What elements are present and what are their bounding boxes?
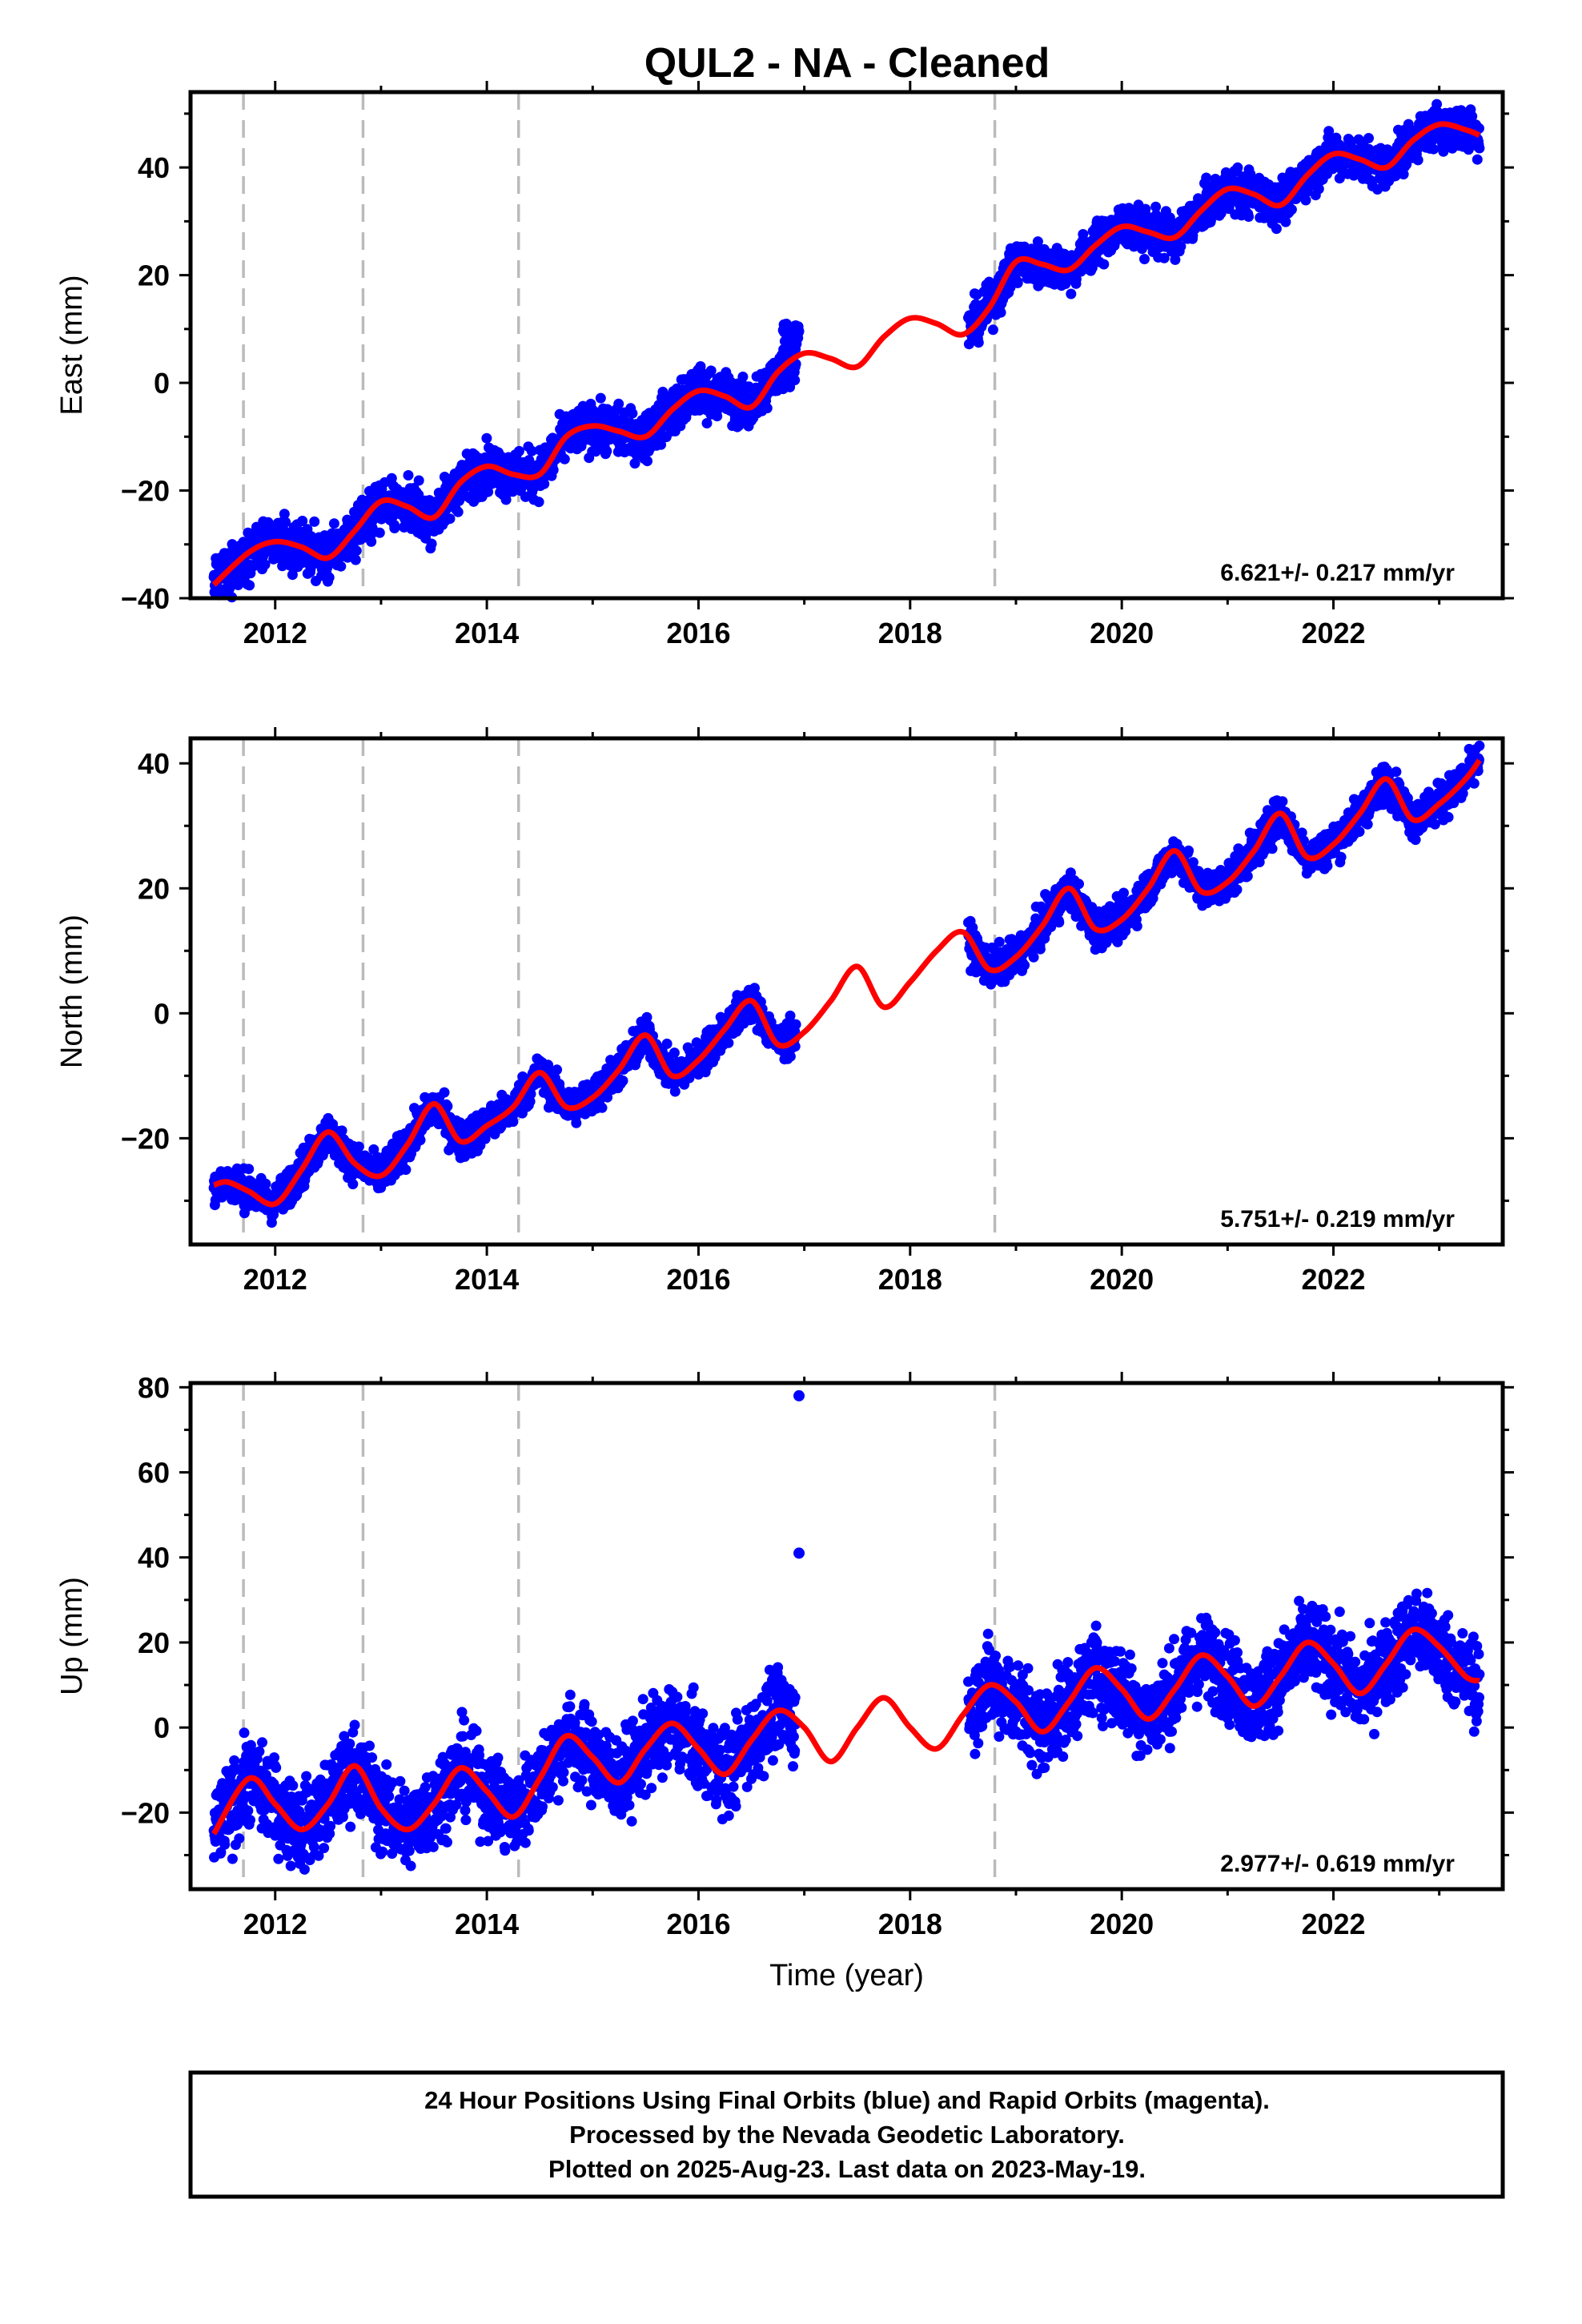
x-tick-label: 2016 [666, 617, 730, 649]
data-point [353, 1141, 364, 1152]
x-tick-label: 2022 [1301, 617, 1365, 649]
data-point [244, 580, 255, 591]
figure-title: QUL2 - NA - Cleaned [644, 40, 1050, 86]
data-point [386, 472, 397, 484]
y-tick-label: 20 [138, 259, 170, 292]
observation-points [208, 99, 1485, 603]
x-tick-label: 2020 [1090, 617, 1154, 649]
data-point [1313, 183, 1324, 195]
data-point [323, 572, 335, 583]
data-point [328, 518, 339, 529]
data-point [601, 445, 612, 456]
data-point [1286, 204, 1297, 215]
data-point [1012, 277, 1023, 288]
data-point [571, 1117, 582, 1128]
data-point [790, 1019, 801, 1030]
data-point [415, 1135, 426, 1146]
x-tick-label: 2012 [243, 617, 307, 649]
data-point [309, 516, 320, 527]
data-point [761, 403, 773, 414]
data-point [642, 456, 652, 467]
data-point [259, 559, 271, 570]
data-point [701, 418, 713, 428]
data-point [641, 1011, 652, 1023]
data-point [513, 445, 524, 456]
data-point [350, 554, 361, 565]
data-point [1243, 211, 1255, 222]
data-point [596, 1102, 608, 1113]
data-point [723, 1037, 734, 1048]
data-point [1271, 223, 1282, 235]
data-point [400, 1164, 412, 1176]
data-point [994, 936, 1005, 947]
x-tick-label: 2018 [878, 617, 942, 649]
data-point [351, 545, 362, 557]
data-point [1363, 133, 1374, 143]
data-point [1474, 143, 1485, 154]
y-tick-label: 0 [154, 367, 170, 400]
east-panel: 2012 2014 2016 2018 2020 2022 −40 −20 0 20 40 East … [55, 81, 1514, 649]
data-point [661, 1038, 673, 1049]
data-point [279, 509, 290, 520]
data-point [403, 470, 414, 480]
data-point [627, 408, 638, 419]
data-point [366, 536, 377, 547]
data-point [705, 365, 717, 376]
data-point [420, 529, 432, 540]
data-point [243, 1164, 255, 1175]
data-point [439, 1087, 450, 1098]
data-point [413, 475, 424, 486]
data-point [374, 527, 385, 538]
data-point [1412, 155, 1423, 166]
data-point [1428, 143, 1439, 155]
y-tick-label: 40 [138, 151, 170, 184]
data-point [973, 337, 984, 348]
y-axis-label: East (mm) [55, 275, 89, 415]
data-point [793, 326, 805, 336]
data-point [347, 1179, 359, 1190]
velocity-label: 6.621+/- 0.217 mm/yr [1220, 560, 1455, 586]
data-point [1066, 288, 1077, 300]
data-point [595, 392, 606, 404]
x-tick-label: 2014 [455, 617, 519, 649]
data-point [336, 1125, 347, 1136]
data-point [367, 515, 378, 526]
data-point [669, 1047, 680, 1059]
data-point [1438, 146, 1449, 157]
data-point [987, 324, 998, 336]
data-point [389, 523, 400, 533]
data-point [617, 1076, 628, 1086]
data-point [712, 411, 723, 422]
data-point [452, 506, 464, 517]
data-point [1232, 162, 1243, 173]
data-point [533, 497, 544, 508]
data-point [1472, 154, 1483, 165]
data-point [297, 516, 308, 526]
data-point [227, 539, 238, 550]
data-point [280, 517, 291, 528]
data-point [559, 453, 570, 464]
data-point [426, 538, 437, 549]
y-tick-label: −40 [121, 582, 170, 615]
data-point [669, 1086, 681, 1097]
data-point [1139, 254, 1150, 264]
data-point [508, 1116, 519, 1128]
data-point [335, 561, 347, 572]
data-point [1098, 259, 1110, 270]
data-point [789, 375, 801, 386]
data-point [444, 513, 456, 525]
data-point [481, 432, 492, 444]
y-tick-label: −20 [121, 475, 170, 508]
data-point [552, 1064, 563, 1076]
data-point [613, 398, 624, 409]
